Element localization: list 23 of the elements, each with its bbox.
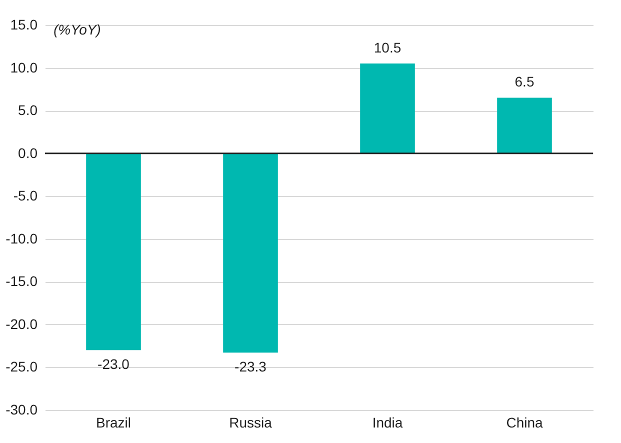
y-tick-label: -15.0 [6,273,38,290]
y-tick-label: 0.0 [18,144,38,161]
bar [497,98,552,154]
x-tick-label: Russia [229,414,272,430]
y-tick-label: 15.0 [10,16,38,32]
y-tick-label: 5.0 [18,102,38,118]
x-tick-label: Brazil [96,414,132,430]
y-tick-label: 10.0 [10,59,38,76]
y-tick-label: -5.0 [13,188,38,204]
bar [360,64,415,154]
data-label: 6.5 [514,74,534,90]
data-label: 10.5 [374,40,402,56]
data-label: -23.3 [234,358,267,375]
x-tick-label: China [506,414,543,430]
y-tick-label: -30.0 [6,402,38,418]
data-label: -23.0 [98,356,130,372]
y-tick-label: -10.0 [6,230,38,246]
y-tick-label: -25.0 [6,358,38,375]
bar [86,153,141,350]
x-tick-label: India [372,414,403,430]
y-tick-label: -20.0 [6,316,38,332]
bar [223,153,278,353]
y-axis-title: (%YoY) [54,22,101,38]
